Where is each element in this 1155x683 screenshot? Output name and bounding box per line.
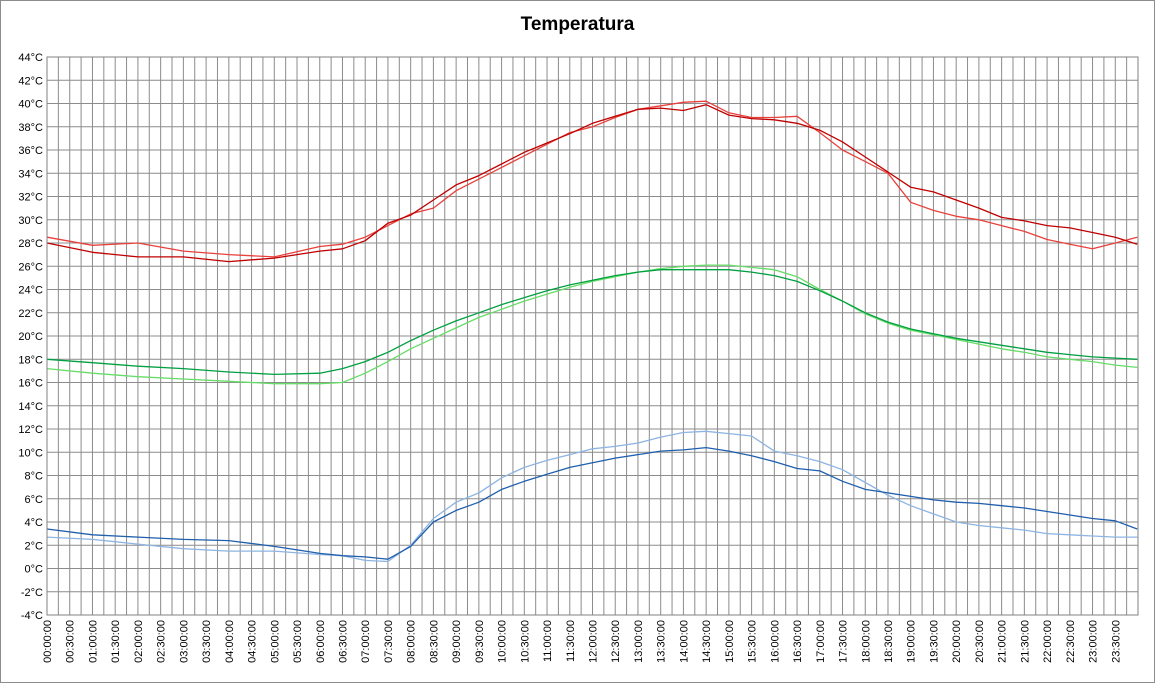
x-tick-label: 02:30:00 — [156, 620, 168, 663]
x-tick-label: 18:30:00 — [883, 620, 895, 663]
x-tick-label: 03:30:00 — [201, 620, 213, 663]
y-tick-label: -4°C — [21, 610, 43, 622]
y-axis-ticks: 44°C 42°C 40°C 38°C 36°C 34°C 32°C 30°C 28°C 26°C… — [18, 52, 43, 622]
y-tick-label: 24°C — [18, 285, 43, 297]
x-tick-label: 14:00:00 — [678, 620, 690, 663]
x-tick-label: 01:30:00 — [110, 620, 122, 663]
x-tick-label: 07:30:00 — [383, 620, 395, 663]
x-tick-label: 06:00:00 — [315, 620, 327, 663]
y-tick-label: 38°C — [18, 122, 43, 134]
y-tick-label: 10°C — [18, 447, 43, 459]
x-tick-label: 17:00:00 — [815, 620, 827, 663]
y-tick-label: 4°C — [25, 517, 44, 529]
x-tick-label: 14:30:00 — [701, 620, 713, 663]
x-tick-label: 03:00:00 — [178, 620, 190, 663]
y-tick-label: 28°C — [18, 238, 43, 250]
y-tick-label: -2°C — [21, 587, 43, 599]
y-tick-label: 40°C — [18, 99, 43, 111]
x-tick-label: 05:30:00 — [292, 620, 304, 663]
x-tick-label: 19:30:00 — [928, 620, 940, 663]
series-line-2 — [46, 104, 1138, 263]
y-tick-label: 12°C — [18, 424, 43, 436]
x-tick-label: 22:30:00 — [1065, 620, 1077, 663]
x-tick-label: 08:30:00 — [428, 620, 440, 663]
x-tick-label: 23:00:00 — [1088, 620, 1100, 663]
y-tick-label: 6°C — [25, 494, 44, 506]
x-tick-label: 20:30:00 — [974, 620, 986, 663]
x-tick-label: 16:30:00 — [792, 620, 804, 663]
y-tick-label: 30°C — [18, 215, 43, 227]
y-tick-label: 34°C — [18, 168, 43, 180]
plot-border — [46, 56, 1139, 616]
x-tick-label: 12:30:00 — [610, 620, 622, 663]
x-tick-label: 13:30:00 — [656, 620, 668, 663]
y-tick-label: 42°C — [18, 75, 43, 87]
x-tick-label: 06:30:00 — [337, 620, 349, 663]
x-tick-label: 16:00:00 — [769, 620, 781, 663]
y-tick-label: 16°C — [18, 378, 43, 390]
series-layer — [46, 100, 1138, 563]
y-tick-label: 36°C — [18, 145, 43, 157]
x-tick-label: 21:00:00 — [997, 620, 1009, 663]
x-tick-label: 00:00:00 — [42, 620, 54, 663]
x-tick-label: 02:00:00 — [133, 620, 145, 663]
x-tick-label: 11:00:00 — [542, 620, 554, 662]
x-tick-label: 13:00:00 — [633, 620, 645, 663]
x-tick-label: 11:30:00 — [565, 620, 577, 662]
x-tick-label: 18:00:00 — [860, 620, 872, 663]
x-tick-label: 21:30:00 — [1019, 620, 1031, 663]
x-tick-label: 09:30:00 — [474, 620, 486, 663]
x-tick-label: 01:00:00 — [87, 620, 99, 663]
x-tick-label: 09:00:00 — [451, 620, 463, 663]
x-tick-label: 17:30:00 — [838, 620, 850, 663]
y-tick-label: 44°C — [18, 52, 43, 64]
x-tick-label: 04:00:00 — [224, 620, 236, 663]
x-tick-label: 10:30:00 — [519, 620, 531, 663]
x-tick-label: 00:30:00 — [65, 620, 77, 663]
y-tick-label: 0°C — [25, 564, 44, 576]
y-tick-label: 8°C — [25, 471, 44, 483]
y-tick-label: 26°C — [18, 261, 43, 273]
x-tick-label: 19:00:00 — [906, 620, 918, 663]
y-tick-label: 2°C — [25, 540, 44, 552]
series-line-6 — [46, 446, 1138, 560]
y-tick-label: 20°C — [18, 331, 43, 343]
x-tick-label: 12:00:00 — [588, 620, 600, 663]
x-tick-label: 23:30:00 — [1110, 620, 1122, 663]
x-tick-label: 04:30:00 — [247, 620, 259, 663]
x-axis-ticks: 00:00:00 00:30:00 01:00:00 01:30:00 02:00:00… — [42, 620, 1122, 663]
series-line-1 — [46, 100, 1138, 258]
x-tick-label: 22:00:00 — [1042, 620, 1054, 663]
x-tick-label: 07:00:00 — [360, 620, 372, 663]
x-tick-label: 08:00:00 — [406, 620, 418, 663]
chart-title: Temperatura — [520, 14, 635, 35]
x-tick-label: 15:00:00 — [724, 620, 736, 663]
series-line-4 — [46, 269, 1138, 376]
series-line-3 — [46, 264, 1138, 385]
x-tick-label: 10:00:00 — [497, 620, 509, 663]
y-tick-label: 14°C — [18, 401, 43, 413]
y-tick-label: 18°C — [18, 354, 43, 366]
x-tick-label: 05:00:00 — [269, 620, 281, 663]
y-tick-label: 32°C — [18, 192, 43, 204]
y-tick-label: 22°C — [18, 308, 43, 320]
x-tick-label: 15:30:00 — [747, 620, 759, 663]
x-tick-label: 20:00:00 — [951, 620, 963, 663]
